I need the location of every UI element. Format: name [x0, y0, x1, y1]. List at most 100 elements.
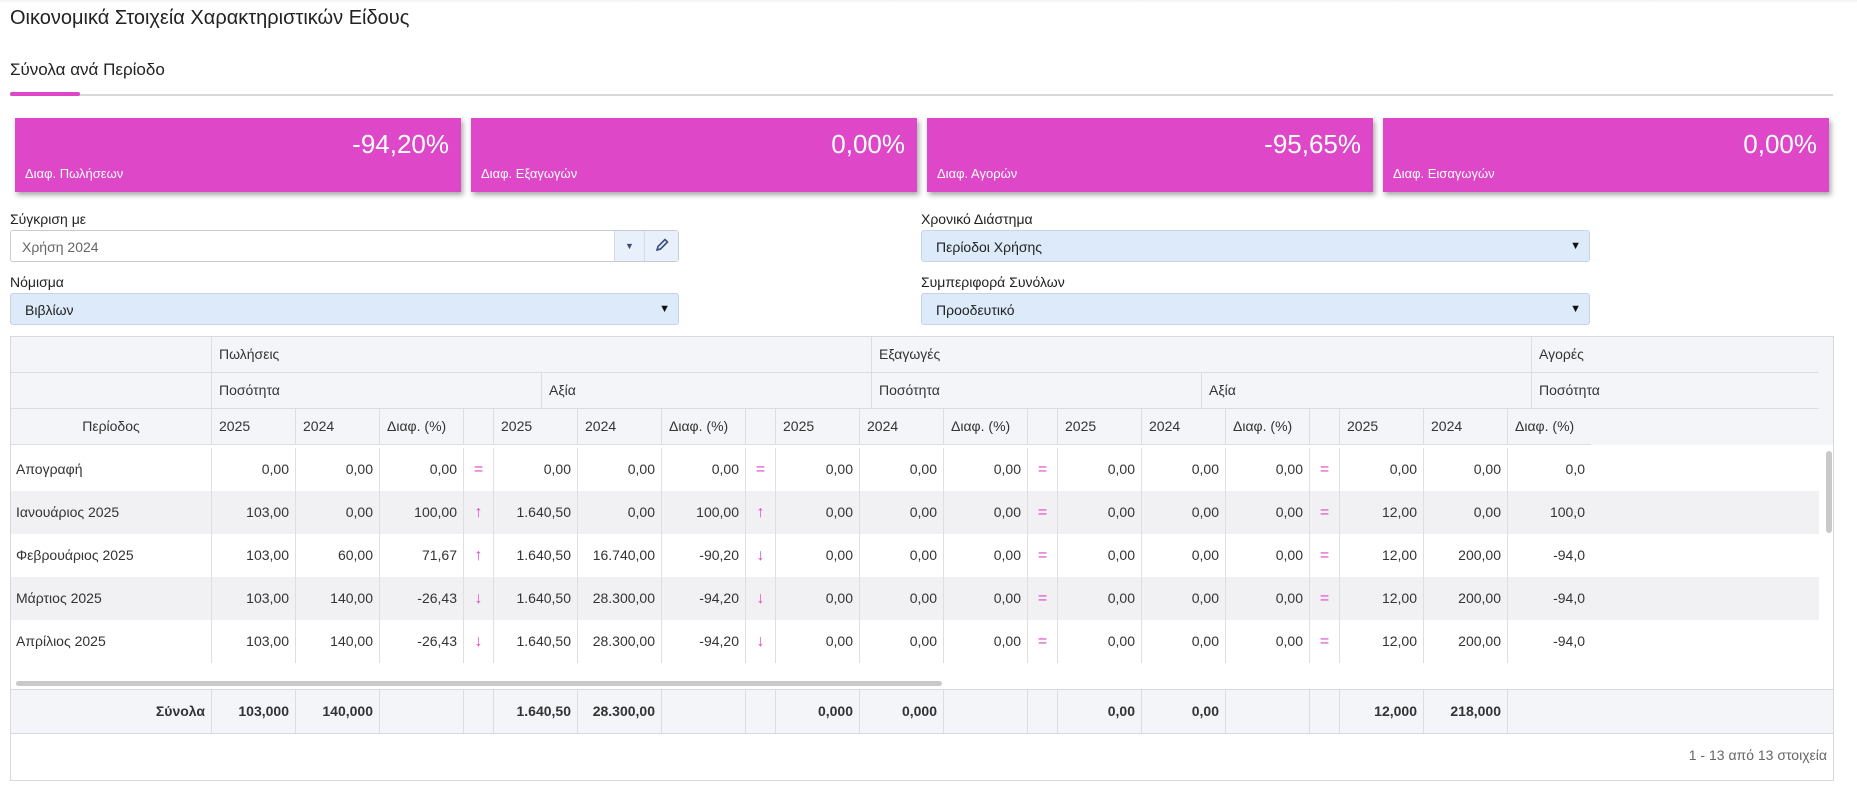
equals-icon: =: [463, 448, 493, 491]
header-subgroup: Αξία: [1201, 373, 1531, 409]
value-cell: 28.300,00: [577, 620, 661, 663]
total-cell: [943, 690, 1027, 733]
value-cell: 0,00: [775, 491, 859, 534]
column-header-2025[interactable]: 2025: [1057, 409, 1141, 445]
grid-body[interactable]: Απογραφή 0,00 0,00 0,00 = 0,00 0,00 0,00 = 0,00 0,…: [11, 445, 1833, 682]
total-cell: 103,000: [211, 690, 295, 733]
currency-value: Βιβλίων: [25, 302, 74, 318]
value-cell: 0,00: [211, 448, 295, 491]
tab-totals-per-period[interactable]: Σύνολα ανά Περίοδο: [10, 60, 165, 79]
equals-icon: =: [1309, 448, 1339, 491]
value-cell: -94,20: [661, 620, 745, 663]
chevron-down-icon: ▼: [659, 303, 670, 315]
value-cell: 0,00: [1057, 620, 1141, 663]
period-cell: Μάρτιος 2025: [16, 590, 102, 606]
compare-combobox[interactable]: Χρήση 2024 ▼: [10, 230, 679, 262]
value-cell: 0,00: [1141, 577, 1225, 620]
column-header-2024[interactable]: 2024: [295, 409, 379, 445]
total-cell: [745, 690, 775, 733]
kpi-value: 0,00%: [1743, 129, 1817, 159]
value-cell: -26,43: [379, 620, 463, 663]
kpi-label: Διαφ. Πωλήσεων: [25, 166, 124, 181]
column-header-diff[interactable]: Διαφ. (%): [943, 409, 1027, 445]
header-blank: [11, 373, 211, 409]
table-row[interactable]: Απρίλιος 2025 103,00 140,00 -26,43 ↓ 1.640,50…: [11, 620, 1819, 663]
value-cell: 0,00: [859, 534, 943, 577]
column-header-2024[interactable]: 2024: [1423, 409, 1507, 445]
column-header-2024[interactable]: 2024: [577, 409, 661, 445]
currency-select[interactable]: Βιβλίων ▼: [10, 293, 679, 325]
value-cell: 1.640,50: [493, 577, 577, 620]
triangle-down-icon[interactable]: ▼: [614, 231, 644, 261]
value-cell: 12,00: [1339, 620, 1423, 663]
value-cell: 140,00: [295, 577, 379, 620]
value-cell: 103,00: [211, 577, 295, 620]
value-cell: 0,00: [661, 448, 745, 491]
value-cell: 0,00: [1225, 577, 1309, 620]
column-header-diff[interactable]: Διαφ. (%): [1225, 409, 1309, 445]
column-header-2024[interactable]: 2024: [1141, 409, 1225, 445]
totals-behavior-select[interactable]: Προοδευτικό ▼: [921, 293, 1590, 325]
header-subgroup: Ποσότητα: [1531, 373, 1819, 409]
top-edge: [0, 0, 1857, 3]
column-header-diff[interactable]: Διαφ. (%): [661, 409, 745, 445]
tab-strip: Σύνολα ανά Περίοδο: [10, 60, 1833, 96]
column-header-diff[interactable]: Διαφ. (%): [379, 409, 463, 445]
table-row[interactable]: Απογραφή 0,00 0,00 0,00 = 0,00 0,00 0,00 = 0,00 0,…: [11, 448, 1819, 491]
value-cell: 0,00: [775, 620, 859, 663]
total-cell: 0,000: [859, 690, 943, 733]
value-cell: 0,00: [1057, 491, 1141, 534]
column-header-diff[interactable]: Διαφ. (%): [1507, 409, 1591, 445]
total-cell: [463, 690, 493, 733]
vertical-scrollbar[interactable]: [1826, 451, 1832, 533]
equals-icon: =: [1027, 491, 1057, 534]
period-select[interactable]: Περίοδοι Χρήσης ▼: [921, 230, 1590, 262]
divider: [11, 689, 1833, 690]
pencil-icon[interactable]: [644, 231, 678, 261]
value-cell: 100,0: [1507, 491, 1591, 534]
value-cell: 0,00: [775, 577, 859, 620]
total-cell: [1309, 690, 1339, 733]
table-row[interactable]: Ιανουάριος 2025 103,00 0,00 100,00 ↑ 1.640,50…: [11, 491, 1819, 534]
column-header-2025[interactable]: 2025: [1339, 409, 1423, 445]
total-cell: [1225, 690, 1309, 733]
value-cell: 0,0: [1507, 448, 1591, 491]
value-cell: 0,00: [1225, 620, 1309, 663]
compare-value: Χρήση 2024: [22, 239, 99, 255]
arrow-up-icon: ↑: [463, 534, 493, 577]
column-header-indicator: [1027, 409, 1057, 445]
kpi-value: -94,20%: [352, 129, 449, 159]
kpi-label: Διαφ. Εξαγωγών: [481, 166, 578, 181]
column-header-2025[interactable]: 2025: [493, 409, 577, 445]
equals-icon: =: [1309, 577, 1339, 620]
value-cell: 0,00: [1057, 577, 1141, 620]
arrow-down-icon: ↓: [463, 620, 493, 663]
column-header-2025[interactable]: 2025: [775, 409, 859, 445]
period-value: Περίοδοι Χρήσης: [936, 239, 1043, 255]
period-cell: Ιανουάριος 2025: [16, 504, 120, 520]
pager-info: 1 - 13 από 13 στοιχεία: [1688, 747, 1827, 763]
total-cell: [1507, 690, 1591, 733]
value-cell: 12,00: [1339, 534, 1423, 577]
value-cell: 1.640,50: [493, 491, 577, 534]
arrow-up-icon: ↑: [745, 491, 775, 534]
header-subgroup: Ποσότητα: [871, 373, 1201, 409]
table-row[interactable]: Μάρτιος 2025 103,00 140,00 -26,43 ↓ 1.640,50 2…: [11, 577, 1819, 620]
value-cell: 0,00: [1339, 448, 1423, 491]
total-cell: 218,000: [1423, 690, 1507, 733]
column-header-indicator: [463, 409, 493, 445]
data-grid: Πωλήσεις Εξαγωγές Αγορές Ποσότητα Αξία Π…: [10, 336, 1834, 781]
kpi-label: Διαφ. Αγορών: [937, 166, 1018, 181]
header-group-exports: Εξαγωγές: [871, 337, 1531, 373]
totals-behavior-value: Προοδευτικό: [936, 302, 1015, 318]
horizontal-scrollbar[interactable]: [16, 681, 942, 686]
column-header-indicator: [1309, 409, 1339, 445]
column-header-period[interactable]: Περίοδος: [11, 409, 211, 445]
value-cell: -94,0: [1507, 620, 1591, 663]
value-cell: 71,67: [379, 534, 463, 577]
column-header-2025[interactable]: 2025: [211, 409, 295, 445]
totals-label: Σύνολα: [155, 703, 205, 719]
chevron-down-icon: ▼: [1570, 303, 1581, 315]
table-row[interactable]: Φεβρουάριος 2025 103,00 60,00 71,67 ↑ 1.640,5…: [11, 534, 1819, 577]
column-header-2024[interactable]: 2024: [859, 409, 943, 445]
